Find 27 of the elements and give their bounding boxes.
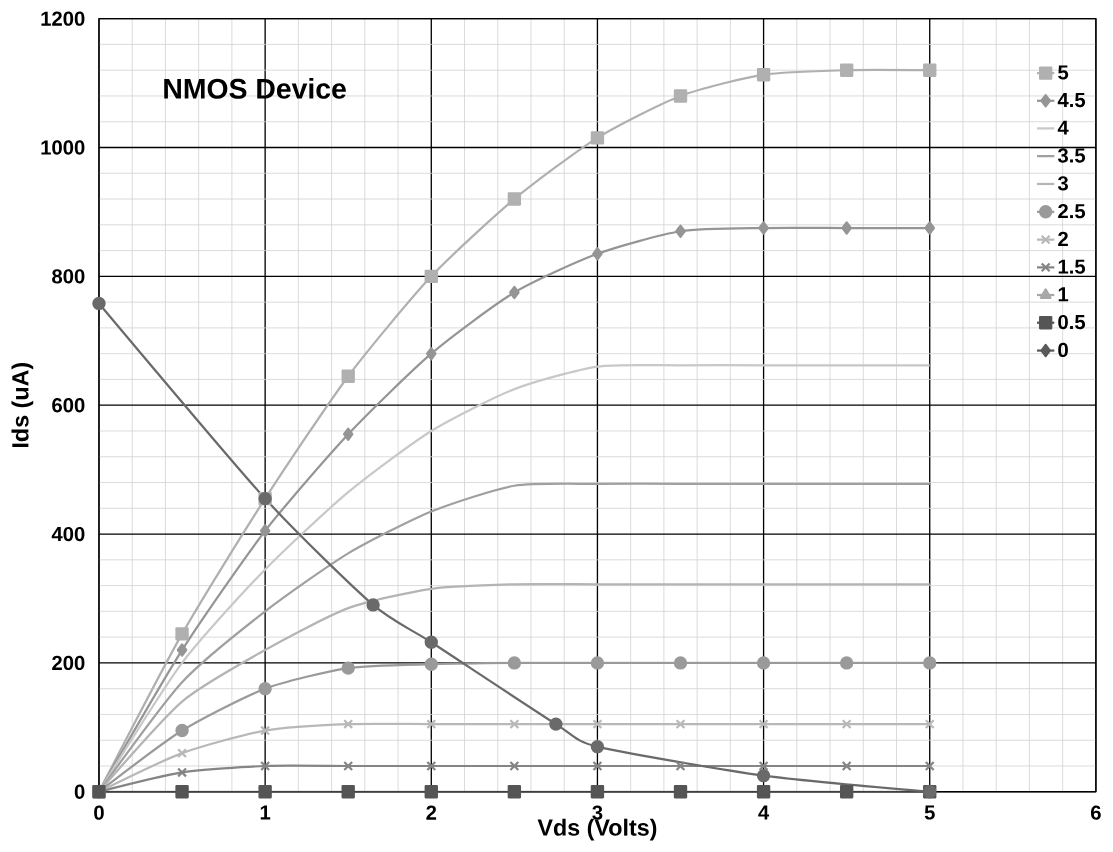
y-tick-label: 600 (52, 398, 85, 413)
x-axis-title: Vds (Volts) (537, 818, 657, 841)
legend-label: 4 (1057, 120, 1069, 135)
legend-label: 0 (1058, 342, 1068, 358)
legend-label: 3 (1057, 176, 1068, 191)
legend-label: 3.5 (1057, 148, 1086, 163)
y-axis-title: Ids (uA) (11, 363, 34, 448)
x-tick-label: 3 (592, 805, 603, 820)
y-tick-label: 1200 (41, 11, 85, 26)
legend-label: 1 (1058, 287, 1069, 302)
y-tick-label: 0 (74, 784, 85, 799)
legend-label: 0.5 (1058, 314, 1086, 330)
x-tick-label: 5 (924, 805, 935, 820)
x-tick-label: 0 (94, 805, 104, 820)
y-tick-label: 800 (52, 269, 85, 284)
legend-label: 2 (1058, 231, 1068, 246)
x-tick-label: 2 (426, 805, 437, 820)
legend-label: 4.5 (1057, 93, 1086, 108)
legend-label: 2.5 (1058, 204, 1086, 219)
x-tick-label: 1 (260, 805, 271, 820)
y-tick-label: 400 (51, 526, 85, 542)
x-tick-label: 4 (758, 805, 770, 820)
y-tick-label: 200 (52, 655, 85, 671)
y-tick-label: 1000 (41, 140, 85, 155)
legend-label: 1.5 (1058, 259, 1086, 274)
x-tick-label: 6 (1091, 805, 1101, 820)
legend-label: 5 (1058, 65, 1069, 80)
